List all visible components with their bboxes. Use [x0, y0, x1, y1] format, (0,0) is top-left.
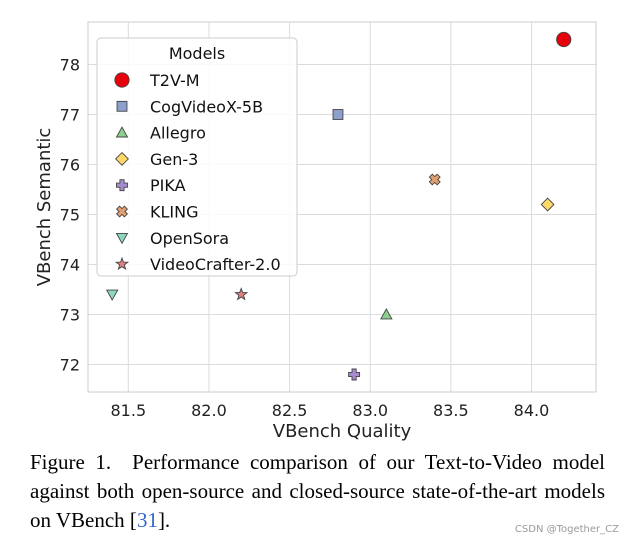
y-tick-label: 74	[60, 256, 80, 275]
legend-marker-allegro	[115, 126, 129, 138]
caption-text: Performance comparison of our Text-to-Vi…	[30, 450, 606, 532]
caption-text-end: ].	[157, 508, 171, 532]
legend-marker-gen-3	[115, 151, 129, 166]
y-tick-label: 78	[60, 56, 80, 75]
legend-label-cogvideox-5b: CogVideoX-5B	[150, 97, 263, 116]
point-opensora	[105, 289, 119, 301]
x-tick-label: 84.0	[514, 401, 550, 420]
x-ticks: 81.5 82.0 82.5 83.0 83.5 84.0	[111, 401, 550, 420]
legend-marker-cogvideox-5b	[116, 100, 128, 112]
figure-caption: Figure 1. Performance comparison of our …	[30, 448, 605, 535]
legend: Models T2V-M CogVideoX-5B Allegro Gen-3 PIKA K…	[96, 37, 298, 277]
point-kling	[428, 173, 441, 186]
watermark: CSDN @Together_CZ	[514, 524, 619, 535]
legend-marker-t2v-m	[114, 72, 130, 88]
scatter-chart: 81.5 82.0 82.5 83.0 83.5 84.0 72737475767778 …	[34, 21, 597, 442]
x-axis-label: VBench Quality	[273, 421, 412, 442]
legend-marker-opensora	[115, 232, 129, 245]
x-tick-label: 81.5	[111, 401, 147, 420]
point-t2v-m	[556, 31, 572, 48]
legend-marker-pika	[116, 179, 128, 192]
y-tick-label: 72	[60, 356, 80, 375]
y-tick-label: 76	[60, 156, 80, 175]
legend-label-t2v-m: T2V-M	[149, 71, 200, 90]
legend-label-kling: KLING	[150, 203, 199, 222]
point-cogvideox-5b	[332, 109, 344, 120]
legend-label-videocrafter-2-0: VideoCrafter-2.0	[150, 255, 281, 274]
y-tick-label: 75	[60, 206, 80, 225]
legend-marker-videocrafter-2-0	[114, 256, 130, 271]
x-tick-label: 83.0	[352, 401, 388, 420]
data-points	[105, 31, 572, 381]
legend-title: Models	[169, 44, 225, 63]
y-tick-label: 73	[60, 306, 80, 325]
x-tick-label: 83.5	[433, 401, 469, 420]
legend-label-opensora: OpenSora	[150, 229, 229, 248]
plot-frame	[87, 21, 597, 393]
point-videocrafter-2-0	[234, 287, 249, 301]
citation-link[interactable]: 31	[136, 508, 158, 532]
legend-label-allegro: Allegro	[150, 124, 206, 143]
y-axis-label: VBench Semantic	[34, 128, 55, 287]
point-gen-3	[540, 197, 555, 212]
x-tick-label: 82.5	[272, 401, 308, 420]
legend-label-gen-3: Gen-3	[150, 150, 198, 169]
legend-marker-kling	[115, 205, 129, 218]
x-tick-label: 82.0	[191, 401, 227, 420]
point-allegro	[380, 308, 393, 320]
y-tick-label: 77	[60, 106, 80, 125]
figure-label: Figure 1.	[30, 450, 112, 474]
legend-label-pika: PIKA	[150, 176, 186, 195]
point-pika	[348, 368, 361, 381]
y-ticks: 72 73 74 75 76 77 78	[60, 56, 80, 375]
legend-box	[96, 37, 298, 277]
